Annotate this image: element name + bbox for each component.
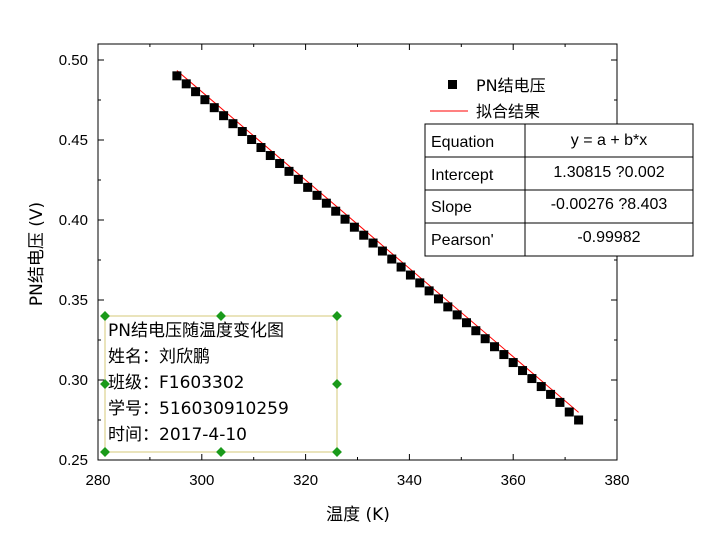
x-tick-label: 340 bbox=[397, 472, 422, 489]
y-axis: 0.25 0.30 0.35 0.40 0.45 0.50 bbox=[59, 52, 617, 469]
fit-table-value-intercept: 1.30815 ?0.002 bbox=[553, 164, 664, 181]
data-point bbox=[461, 318, 471, 328]
data-point bbox=[219, 111, 229, 121]
y-tick-label: 0.50 bbox=[59, 52, 88, 69]
annotation-line: 时间：2017-4-10 bbox=[108, 425, 247, 445]
data-point bbox=[433, 294, 443, 304]
data-point bbox=[424, 286, 434, 296]
y-tick-label: 0.45 bbox=[59, 132, 88, 149]
data-point bbox=[359, 230, 369, 240]
x-tick-label: 280 bbox=[85, 472, 110, 489]
fit-table-label-pearson: Pearson' bbox=[431, 232, 494, 249]
y-tick-label: 0.35 bbox=[59, 292, 88, 309]
annotation-border bbox=[104, 315, 338, 453]
data-point bbox=[303, 182, 313, 192]
data-point bbox=[368, 238, 378, 248]
y-tick-label: 0.25 bbox=[59, 452, 88, 469]
legend-label-fit: 拟合结果 bbox=[476, 102, 540, 121]
data-point bbox=[377, 246, 387, 256]
data-point bbox=[191, 87, 201, 97]
y-tick-label: 0.40 bbox=[59, 212, 88, 229]
data-point bbox=[237, 127, 247, 137]
data-point bbox=[546, 389, 556, 399]
data-point bbox=[293, 174, 303, 184]
annotation-line: PN结电压随温度变化图 bbox=[108, 321, 284, 341]
data-point bbox=[331, 206, 341, 216]
data-point bbox=[228, 119, 238, 129]
data-point bbox=[265, 151, 275, 161]
data-point bbox=[518, 366, 528, 376]
points-layer bbox=[172, 71, 584, 425]
legend-label-series: PN结电压 bbox=[476, 76, 546, 95]
data-point bbox=[284, 166, 294, 176]
selection-handle bbox=[216, 447, 226, 457]
annotation-line: 姓名：刘欣鹏 bbox=[108, 347, 210, 367]
annotation-line: 学号：516030910259 bbox=[108, 399, 289, 419]
data-point bbox=[452, 310, 462, 320]
fit-table-value-slope: -0.00276 ?8.403 bbox=[551, 196, 668, 213]
data-point bbox=[256, 143, 266, 153]
data-point bbox=[564, 407, 574, 417]
fit-table-label-intercept: Intercept bbox=[431, 167, 494, 184]
data-point bbox=[200, 95, 210, 105]
data-point bbox=[275, 159, 285, 169]
data-point bbox=[340, 214, 350, 224]
selection-handle bbox=[216, 311, 226, 321]
data-point bbox=[349, 222, 359, 232]
data-point bbox=[536, 382, 546, 392]
fit-table-label-slope: Slope bbox=[431, 199, 472, 216]
data-point bbox=[396, 262, 406, 272]
selection-handle bbox=[332, 379, 342, 389]
data-point bbox=[181, 79, 191, 89]
data-point bbox=[415, 278, 425, 288]
data-point bbox=[247, 135, 257, 145]
fit-table: Equation y = a + b*x Intercept 1.30815 ?… bbox=[424, 123, 694, 257]
selection-handle bbox=[332, 311, 342, 321]
data-point bbox=[471, 326, 481, 336]
data-point bbox=[555, 397, 565, 407]
data-point bbox=[499, 350, 509, 360]
data-point bbox=[574, 415, 584, 425]
data-point bbox=[405, 270, 415, 280]
fit-table-value-pearson: -0.99982 bbox=[577, 229, 640, 246]
legend: PN结电压 拟合结果 bbox=[430, 76, 546, 121]
data-point bbox=[321, 198, 331, 208]
data-point bbox=[172, 71, 182, 81]
data-point bbox=[508, 358, 518, 368]
x-tick-label: 320 bbox=[293, 472, 318, 489]
x-axis: 280 300 320 340 360 380 bbox=[85, 44, 630, 489]
annotation-box: PN结电压随温度变化图 姓名：刘欣鹏 班级：F1603302 学号：516030… bbox=[104, 315, 338, 453]
x-axis-title: 温度 (K) bbox=[326, 505, 390, 525]
x-tick-label: 360 bbox=[501, 472, 526, 489]
x-tick-label: 300 bbox=[189, 472, 214, 489]
data-point bbox=[443, 302, 453, 312]
data-point bbox=[312, 190, 322, 200]
data-point bbox=[490, 342, 500, 352]
selection-handle bbox=[332, 447, 342, 457]
fit-table-label-equation: Equation bbox=[431, 134, 494, 151]
data-point bbox=[527, 374, 537, 384]
fit-table-value-equation: y = a + b*x bbox=[571, 132, 648, 149]
annotation-line: 班级：F1603302 bbox=[108, 373, 245, 393]
x-tick-label: 380 bbox=[604, 472, 629, 489]
legend-marker-square bbox=[448, 80, 457, 89]
data-point bbox=[480, 334, 490, 344]
y-tick-label: 0.30 bbox=[59, 372, 88, 389]
data-point bbox=[387, 254, 397, 264]
data-point bbox=[209, 103, 219, 113]
y-axis-title: PN结电压 (V) bbox=[27, 202, 47, 306]
